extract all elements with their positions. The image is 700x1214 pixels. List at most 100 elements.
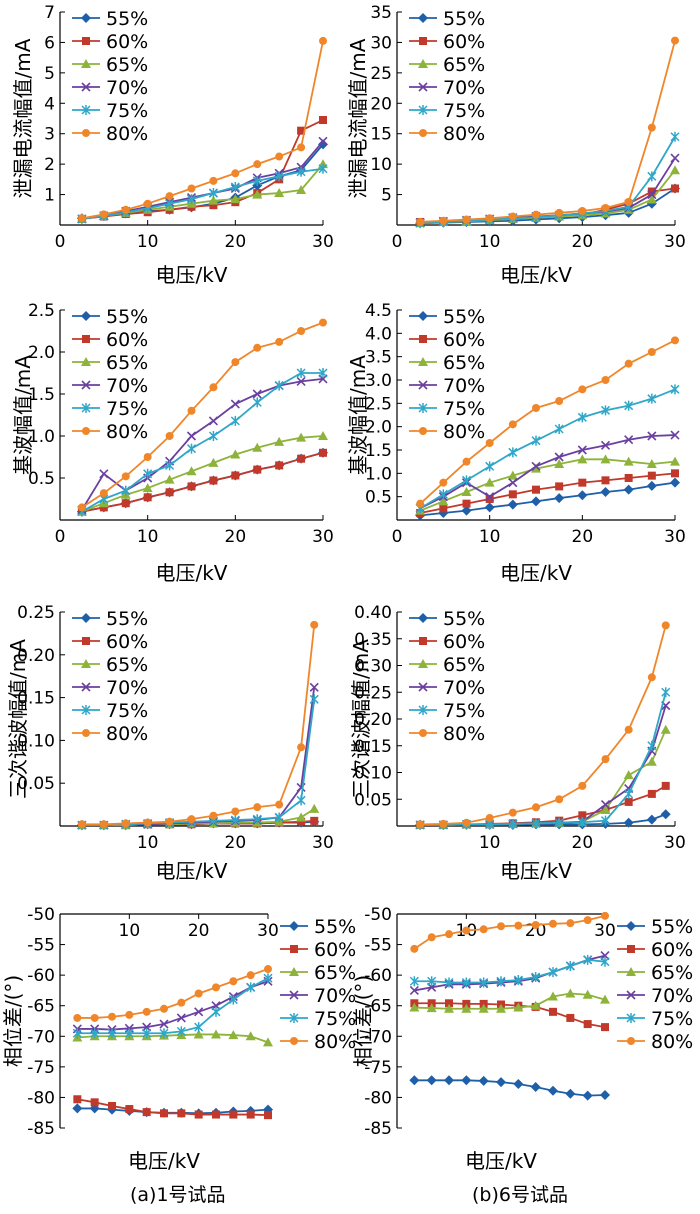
marker-55pct-4	[478, 1075, 489, 1086]
y-tick-label: -70	[364, 1027, 392, 1047]
marker-65pct-10	[646, 756, 657, 766]
marker-65pct-10	[296, 432, 307, 442]
marker-80pct-9	[275, 337, 284, 346]
legend-label: 75%	[443, 398, 485, 420]
marker-60pct-10	[583, 1020, 592, 1029]
marker-75pct-1	[90, 1028, 100, 1039]
series-line	[81, 167, 324, 220]
marker-60pct-9	[566, 1013, 575, 1022]
marker-75pct-3	[124, 1028, 134, 1039]
y-tick-label: 0.15	[354, 737, 392, 757]
legend-label: 65%	[443, 54, 485, 76]
x-tick-label: 20	[225, 527, 247, 547]
legend-label: 80%	[651, 1031, 693, 1053]
y-tick-label: 2.5	[28, 301, 55, 321]
marker-75pct-2	[121, 485, 131, 496]
marker-80pct-10	[297, 327, 306, 335]
marker-80pct-5	[187, 815, 196, 824]
marker-75pct-7	[230, 815, 240, 826]
marker-75pct-11	[318, 368, 328, 378]
marker-60pct-9	[624, 797, 633, 806]
marker-65pct-8	[252, 442, 263, 452]
marker-55pct-2	[444, 1075, 454, 1086]
x-axis-label: 电压/kV	[465, 1149, 537, 1173]
series-line	[414, 954, 606, 992]
marker-55pct-10	[582, 1090, 593, 1101]
marker-65pct-11	[600, 994, 610, 1004]
legend-label: 70%	[106, 77, 148, 99]
marker-60pct-7	[194, 1110, 203, 1119]
y-tick-label: -60	[27, 966, 55, 986]
marker-60pct-4	[508, 490, 517, 499]
legend-label: 55%	[314, 916, 356, 938]
marker-75pct-10	[296, 368, 306, 378]
marker-70pct-legend	[418, 682, 428, 692]
marker-80pct-0	[77, 503, 86, 512]
series-75pct	[77, 368, 328, 517]
marker-65pct-11	[660, 724, 671, 734]
chart-6: 0.05 0.10 0.15 0.20 0.25 0.30 0.35 0.40 10 20 30 电压…	[349, 603, 686, 883]
series-line	[414, 958, 606, 984]
x-axis-label: 电压/kV	[500, 561, 572, 585]
marker-80pct-10	[647, 348, 656, 356]
y-tick-label: 0.5	[365, 488, 392, 508]
marker-75pct-2	[107, 1028, 117, 1039]
marker-60pct-10	[246, 1110, 255, 1119]
x-tick-label: 0	[55, 232, 66, 252]
series-70pct	[77, 136, 328, 224]
marker-75pct-9	[565, 960, 575, 971]
marker-75pct-1	[438, 489, 448, 500]
marker-80pct-5	[497, 922, 505, 931]
marker-60pct-7	[231, 471, 240, 480]
marker-75pct-legend	[81, 705, 91, 715]
marker-80pct-legend	[290, 1037, 298, 1045]
y-tick-label: 15	[370, 125, 392, 145]
marker-55pct-9	[623, 817, 634, 828]
marker-65pct-6	[208, 195, 219, 205]
marker-60pct-1	[439, 504, 448, 513]
marker-55pct-8	[600, 487, 611, 497]
marker-75pct-9	[274, 380, 284, 391]
marker-60pct-legend	[82, 37, 90, 45]
marker-75pct-2	[461, 475, 472, 486]
series-65pct	[409, 988, 610, 1013]
legend-label: 55%	[443, 8, 485, 30]
marker-70pct-legend	[418, 82, 428, 92]
marker-75pct-legend	[626, 1013, 636, 1023]
marker-80pct-11	[671, 36, 679, 45]
legend-label: 75%	[106, 398, 148, 420]
marker-70pct-10	[647, 431, 657, 441]
marker-65pct-1	[426, 1003, 437, 1013]
marker-80pct-8	[549, 919, 557, 928]
y-tick-label: -50	[27, 905, 55, 925]
marker-65pct-6	[513, 1002, 524, 1012]
legend-label: 65%	[106, 54, 148, 76]
legend: 55%60%65%70%75%80%	[409, 306, 485, 443]
marker-80pct-2	[462, 215, 471, 224]
legend: 55%60%65%70%75%80%	[409, 608, 485, 745]
marker-60pct-8	[253, 465, 262, 474]
marker-75pct-8	[211, 1006, 221, 1017]
marker-75pct-legend	[418, 705, 428, 715]
y-tick-label: -65	[27, 997, 55, 1017]
marker-75pct-4	[508, 818, 518, 829]
marker-60pct-11	[661, 781, 670, 790]
marker-65pct-11	[309, 803, 320, 813]
y-axis-label: 三次谐波幅值/mA	[349, 639, 373, 799]
marker-55pct-0	[72, 1103, 83, 1114]
marker-80pct-11	[264, 965, 272, 974]
marker-70pct-0	[409, 985, 419, 995]
marker-75pct-7	[230, 181, 240, 192]
legend-label: 70%	[443, 77, 485, 99]
marker-60pct-4	[165, 488, 174, 497]
marker-75pct-7	[577, 817, 587, 828]
y-axis-label: 泄漏电流幅值/mA	[11, 38, 35, 198]
marker-80pct-8	[212, 983, 220, 992]
series-60pct	[410, 999, 609, 1032]
marker-65pct-4	[507, 470, 518, 480]
marker-65pct-5	[531, 463, 541, 473]
marker-70pct-3	[485, 492, 495, 502]
marker-70pct-5	[186, 431, 197, 441]
marker-80pct-legend	[82, 729, 90, 737]
